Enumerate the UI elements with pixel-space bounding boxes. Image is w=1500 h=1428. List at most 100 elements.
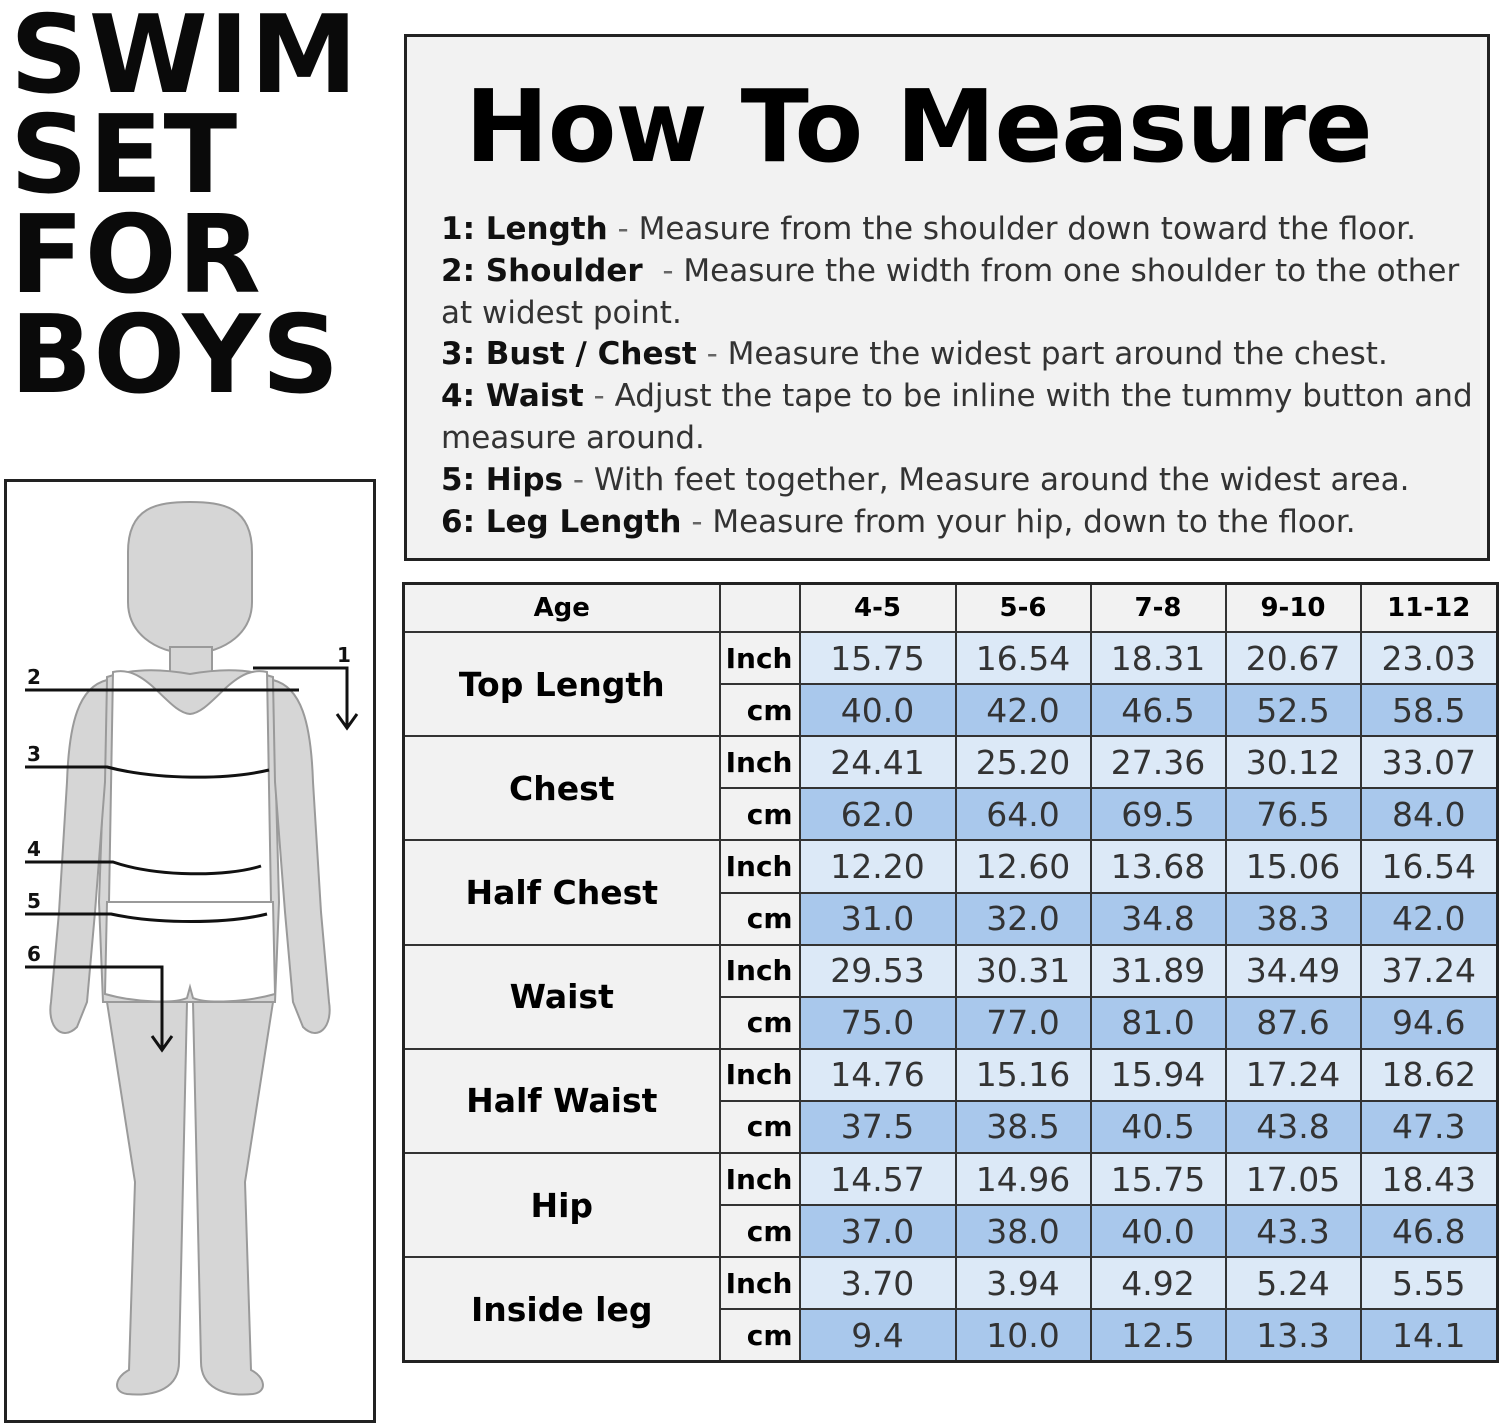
size-value-cell: 13.3 [1224,1308,1362,1363]
table-row: cm 62.0 64.0 69.5 76.5 84.0 [404,787,1499,842]
how-to-measure-heading: How To Measure [465,68,1373,185]
table-row: cm 37.0 38.0 40.0 43.3 46.8 [404,1204,1499,1259]
measurement-label: Hip [402,1152,721,1259]
size-value-cell: 46.8 [1359,1204,1499,1259]
size-value-cell: 75.0 [798,995,957,1050]
size-value-cell: 46.5 [1089,683,1227,738]
size-value-cell: 87.6 [1224,995,1362,1050]
age-header: Age [402,582,721,634]
table-row: Half Waist Inch 14.76 15.16 15.94 17.24 18.62 [402,1047,1499,1155]
size-value-cell: 17.24 [1224,1047,1362,1102]
size-chart-table: Age 4-5 5-6 7-8 9-10 11-12 Top Length Inc… [402,582,1499,1363]
table-row: cm 40.0 42.0 46.5 52.5 58.5 [404,683,1499,738]
table-row: cm 9.4 10.0 12.5 13.3 14.1 [404,1308,1499,1363]
size-value-cell: 18.43 [1359,1152,1499,1207]
size-value-cell: 52.5 [1224,683,1362,738]
unit-label: cm [718,1099,801,1155]
size-value-cell: 12.5 [1089,1308,1227,1363]
swim-shorts [103,901,277,1003]
unit-label: Inch [718,1256,801,1311]
table-row: Half Chest Inch 12.20 12.60 13.68 15.06 16.54 [402,839,1499,946]
table-row: cm 75.0 77.0 81.0 87.6 94.6 [404,995,1499,1050]
size-value-cell: 12.20 [798,839,957,894]
unit-label: Inch [718,943,801,998]
size-value-cell: 40.0 [798,683,957,738]
title-line-1: SWIM [10,0,359,118]
size-value-cell: 23.03 [1359,631,1499,686]
unit-label: cm [718,995,801,1050]
product-title: SWIM SET FOR BOYS [10,0,380,418]
unit-label: Inch [718,1152,801,1207]
size-value-cell: 30.12 [1224,735,1362,790]
table-row: Inside leg Inch 3.70 3.94 4.92 5.24 5.55 [402,1256,1499,1363]
table-row: Chest Inch 24.41 25.20 27.36 30.12 33.07 [402,735,1499,842]
size-value-cell: 5.55 [1359,1256,1499,1311]
size-value-cell: 84.0 [1359,787,1499,842]
size-value-cell: 25.20 [954,735,1092,790]
age-col-4: 9-10 [1224,582,1362,634]
size-value-cell: 18.62 [1359,1047,1499,1102]
age-col-5: 11-12 [1359,582,1499,634]
how-to-measure-panel: How To Measure 1: Length - Measure from … [404,34,1490,561]
leg-line [25,965,164,1050]
marker-5: 5 [27,889,41,913]
size-value-cell: 38.5 [954,1099,1092,1155]
waist-line [25,860,262,876]
title-line-2: SET [10,93,239,218]
unit-label: Inch [718,631,801,686]
measurement-label: Chest [402,735,721,842]
size-value-cell: 15.94 [1089,1047,1227,1102]
step-length: 1: Length - Measure from the shoulder do… [441,211,1416,247]
size-value-cell: 58.5 [1359,683,1499,738]
leg-arrow-icon [150,1035,174,1053]
table-header-row: Age 4-5 5-6 7-8 9-10 11-12 [402,582,1499,634]
unit-label: cm [718,683,801,738]
size-value-cell: 43.3 [1224,1204,1362,1259]
size-value-cell: 43.8 [1224,1099,1362,1155]
measure-steps: 1: Length - Measure from the shoulder do… [441,209,1481,543]
age-col-3: 7-8 [1089,582,1227,634]
length-arrow-icon [335,713,359,731]
table-row: cm 37.5 38.5 40.5 43.8 47.3 [404,1099,1499,1155]
chest-line [25,765,270,779]
measurement-label: Half Chest [402,839,721,946]
size-value-cell: 15.75 [798,631,957,686]
measurement-label: Half Waist [402,1047,721,1155]
size-value-cell: 15.16 [954,1047,1092,1102]
size-value-cell: 32.0 [954,891,1092,946]
size-value-cell: 3.70 [798,1256,957,1311]
size-value-cell: 13.68 [1089,839,1227,894]
unit-label: cm [718,1308,801,1363]
unit-label: cm [718,1204,801,1259]
size-value-cell: 16.54 [1359,839,1499,894]
size-value-cell: 14.96 [954,1152,1092,1207]
size-value-cell: 9.4 [798,1308,957,1363]
age-col-2: 5-6 [954,582,1092,634]
size-value-cell: 14.1 [1359,1308,1499,1363]
size-value-cell: 76.5 [1224,787,1362,842]
size-value-cell: 81.0 [1089,995,1227,1050]
measurement-lines [25,666,359,1053]
size-value-cell: 12.60 [954,839,1092,894]
table-row: Hip Inch 14.57 14.96 15.75 17.05 18.43 [402,1152,1499,1259]
size-value-cell: 16.54 [954,631,1092,686]
body-figure-panel: 1 2 3 4 5 6 [4,479,376,1423]
size-value-cell: 33.07 [1359,735,1499,790]
measurement-label: Top Length [402,631,721,738]
step-waist: 4: Waist - Adjust the tape to be inline … [441,378,1473,456]
size-value-cell: 34.49 [1224,943,1362,998]
length-line [253,666,349,728]
measurement-label: Waist [402,943,721,1050]
size-value-cell: 31.0 [798,891,957,946]
size-value-cell: 40.0 [1089,1204,1227,1259]
marker-3: 3 [27,742,41,766]
title-line-4: BOYS [10,293,341,418]
size-value-cell: 10.0 [954,1308,1092,1363]
size-value-cell: 14.57 [798,1152,957,1207]
marker-labels: 1 2 3 4 5 6 [27,643,351,966]
size-value-cell: 5.24 [1224,1256,1362,1311]
size-value-cell: 27.36 [1089,735,1227,790]
child-body-diagram: 1 2 3 4 5 6 [25,500,359,1396]
hips-line [25,912,268,923]
unit-label: Inch [718,735,801,790]
